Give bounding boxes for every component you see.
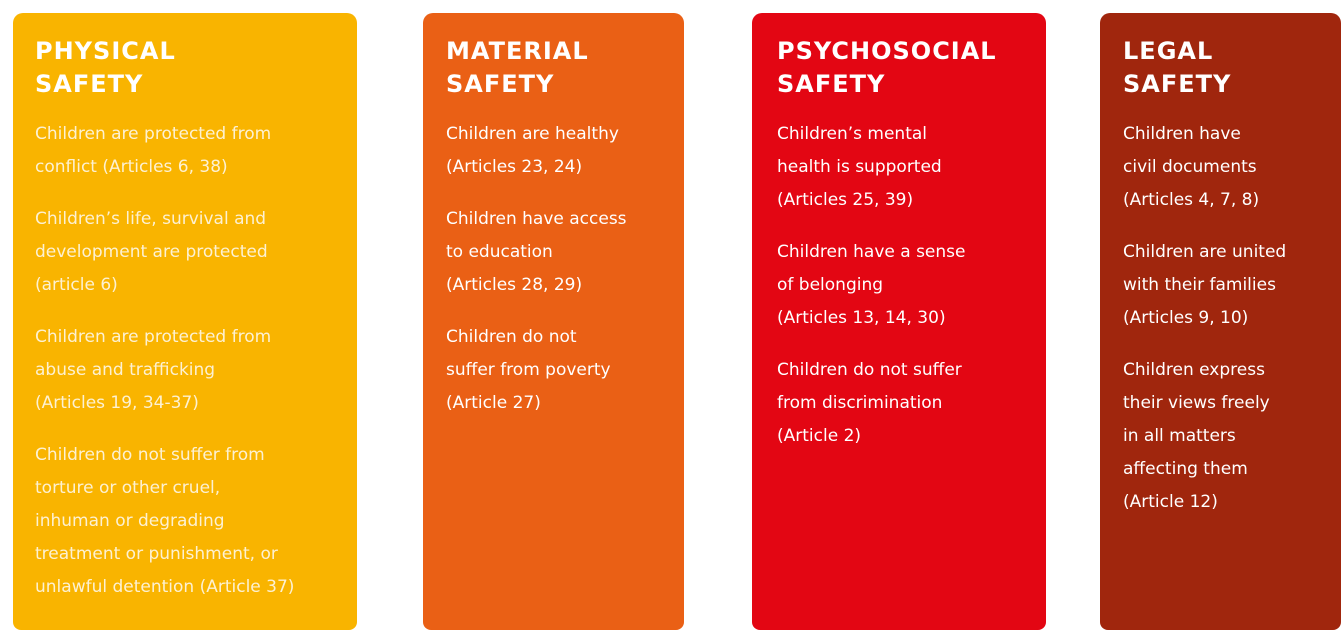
card-item: Children do not suffer from torture or ot…: [35, 439, 347, 604]
card-item: Children have a sense of belonging (Articl…: [777, 236, 1036, 335]
safety-card: MATERIAL SAFETY Children are healthy (Artic…: [423, 13, 684, 630]
item-line: development are protected: [35, 242, 268, 262]
item-line: (Articles 23, 24): [446, 157, 583, 177]
item-line: torture or other cruel,: [35, 478, 221, 498]
item-line: conflict (Articles 6, 38): [35, 157, 228, 177]
title-line: SAFETY: [777, 70, 886, 98]
item-line: unlawful detention (Article 37): [35, 577, 295, 597]
item-line: (Article 12): [1123, 492, 1218, 512]
card-item: Children do not suffer from poverty (Artic…: [446, 321, 674, 420]
item-line: of belonging: [777, 275, 884, 295]
card-item: Children’s life, survival and development…: [35, 203, 347, 302]
card-title: LEGAL SAFETY: [1123, 35, 1331, 101]
item-line: Children do not suffer from: [35, 445, 265, 465]
item-line: to education: [446, 242, 553, 262]
title-line: LEGAL: [1123, 37, 1214, 65]
item-line: Children are protected from: [35, 124, 272, 144]
item-line: (Articles 13, 14, 30): [777, 308, 946, 328]
item-line: (Articles 28, 29): [446, 275, 583, 295]
item-line: Children express: [1123, 360, 1265, 380]
item-line: civil documents: [1123, 157, 1257, 177]
item-line: affecting them: [1123, 459, 1248, 479]
item-line: Children are united: [1123, 242, 1287, 262]
item-line: (Articles 4, 7, 8): [1123, 190, 1260, 210]
item-line: (Article 2): [777, 426, 862, 446]
card-item: Children are healthy (Articles 23, 24): [446, 118, 674, 184]
item-line: Children are healthy: [446, 124, 619, 144]
card-item: Children have access to education (Article…: [446, 203, 674, 302]
title-line: PHYSICAL: [35, 37, 176, 65]
item-line: abuse and trafficking: [35, 360, 216, 380]
item-line: Children do not suffer: [777, 360, 962, 380]
title-line: MATERIAL: [446, 37, 589, 65]
item-line: Children’s life, survival and: [35, 209, 267, 229]
title-line: PSYCHOSOCIAL: [777, 37, 997, 65]
card-item: Children do not suffer from discriminatio…: [777, 354, 1036, 453]
card-item: Children are protected from abuse and tra…: [35, 321, 347, 420]
card-item: Children’s mental health is supported (Art…: [777, 118, 1036, 217]
item-line: in all matters: [1123, 426, 1236, 446]
item-line: suffer from poverty: [446, 360, 611, 380]
item-line: Children have access: [446, 209, 627, 229]
item-line: Children do not: [446, 327, 577, 347]
item-line: inhuman or degrading: [35, 511, 225, 531]
safety-card: PHYSICAL SAFETY Children are protected fro…: [13, 13, 357, 630]
card-item: Children have civil documents (Articles 4,…: [1123, 118, 1331, 217]
safety-card: PSYCHOSOCIAL SAFETY Children’s mental healt…: [752, 13, 1046, 630]
item-line: (Articles 25, 39): [777, 190, 914, 210]
item-line: with their families: [1123, 275, 1276, 295]
item-line: from discrimination: [777, 393, 943, 413]
item-line: (Articles 9, 10): [1123, 308, 1249, 328]
title-line: SAFETY: [446, 70, 555, 98]
card-item: Children are protected from conflict (Art…: [35, 118, 347, 184]
card-title: PHYSICAL SAFETY: [35, 35, 347, 101]
item-line: (article 6): [35, 275, 118, 295]
item-line: treatment or punishment, or: [35, 544, 278, 564]
card-item: Children are united with their families (A…: [1123, 236, 1331, 335]
title-line: SAFETY: [1123, 70, 1232, 98]
item-line: Children are protected from: [35, 327, 272, 347]
safety-card: LEGAL SAFETY Children have civil documents (…: [1100, 13, 1341, 630]
item-line: (Articles 19, 34-37): [35, 393, 199, 413]
item-line: their views freely: [1123, 393, 1270, 413]
item-line: Children’s mental: [777, 124, 927, 144]
card-title: PSYCHOSOCIAL SAFETY: [777, 35, 1036, 101]
item-line: (Article 27): [446, 393, 541, 413]
item-line: Children have: [1123, 124, 1241, 144]
card-item: Children express their views freely in all…: [1123, 354, 1331, 519]
item-line: Children have a sense: [777, 242, 966, 262]
item-line: health is supported: [777, 157, 942, 177]
title-line: SAFETY: [35, 70, 144, 98]
card-title: MATERIAL SAFETY: [446, 35, 674, 101]
